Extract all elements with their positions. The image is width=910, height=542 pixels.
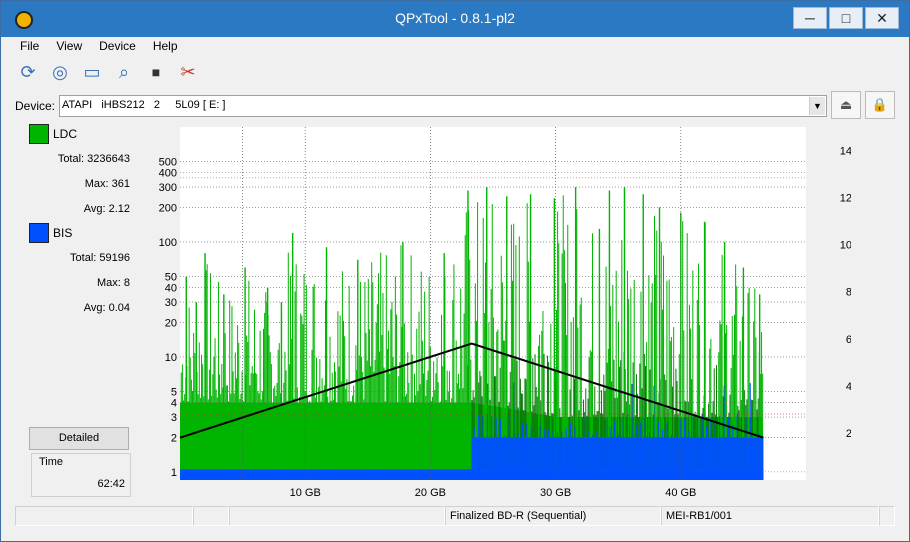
y-left-tick-label: 500 — [159, 157, 177, 169]
disc-type-status: Finalized BD-R (Sequential) — [445, 506, 661, 526]
y-left-tick-label: 30 — [165, 297, 177, 309]
stop-icon[interactable]: ■ — [151, 64, 161, 80]
maximize-button[interactable]: □ — [829, 7, 863, 29]
y-left-tick-label: 10 — [165, 352, 177, 364]
ldc-avg: Avg: 2.12 — [83, 203, 130, 215]
app-logo-icon — [15, 11, 33, 29]
menu-help[interactable]: Help — [152, 39, 178, 53]
close-button[interactable]: ✕ — [865, 7, 899, 29]
x-tick-label: 30 GB — [540, 487, 571, 499]
y-right-tick-label: 6 — [846, 334, 851, 346]
time-value: 62:42 — [97, 478, 125, 490]
menu-bar: File View Device Help — [9, 37, 184, 57]
status-cell-6 — [879, 506, 895, 526]
y-left-tick-label: 1 — [171, 467, 177, 479]
scan-icon[interactable]: ⌕ — [118, 61, 130, 82]
y-right-tick-label: 8 — [846, 287, 851, 299]
refresh-icon[interactable]: ⟳ — [20, 61, 36, 82]
ldc-max: Max: 361 — [84, 178, 130, 190]
y-left-tick-label: 40 — [165, 283, 177, 295]
ldc-label: LDC — [53, 127, 78, 141]
detailed-button[interactable]: Detailed — [29, 427, 129, 450]
y-right-tick-label: 12 — [840, 193, 851, 205]
y-right-tick-label: 14 — [840, 146, 851, 158]
time-box: Time 62:42 — [31, 453, 131, 497]
bis-max: Max: 8 — [96, 277, 130, 289]
lock-button[interactable]: 🔒 — [865, 91, 895, 119]
menu-device[interactable]: Device — [99, 39, 136, 53]
ldc-total: Total: 3236643 — [57, 153, 130, 165]
x-tick-label: 10 GB — [290, 487, 321, 499]
status-cell-1 — [15, 506, 193, 526]
x-tick-label: 40 GB — [665, 487, 696, 499]
tools-icon[interactable]: ✂ — [180, 61, 196, 82]
minimize-button[interactable]: ─ — [793, 7, 827, 29]
media-id-status: MEI-RB1/001 — [661, 506, 879, 526]
y-left-tick-label: 50 — [165, 272, 177, 284]
x-tick-label: 20 GB — [415, 487, 446, 499]
status-cell-2 — [193, 506, 229, 526]
bis-avg: Avg: 0.04 — [83, 302, 130, 314]
device-select[interactable]: ATAPI iHBS212 2 5L09 [ E: ] ▼ — [59, 95, 827, 117]
y-left-tick-label: 200 — [159, 202, 177, 214]
chevron-down-icon[interactable]: ▼ — [809, 97, 825, 115]
bis-swatch — [29, 223, 49, 243]
eject-button[interactable]: ⏏ — [831, 91, 861, 119]
toolbar: ⟳ ◎ ▭ ⌕ ■ ✂ — [15, 59, 201, 89]
y-right-tick-label: 4 — [846, 381, 851, 393]
y-left-tick-label: 20 — [165, 317, 177, 329]
bis-floor — [180, 469, 764, 480]
stats-panel: LDC Total: 3236643 Max: 361 Avg: 2.12 BI… — [15, 121, 135, 501]
disc-icon[interactable]: ◎ — [52, 61, 68, 82]
ldc-legend: LDC — [29, 123, 77, 145]
device-value: ATAPI iHBS212 2 5L09 [ E: ] — [62, 99, 226, 111]
y-left-tick-label: 100 — [159, 237, 177, 249]
bis-label: BIS — [53, 226, 73, 240]
y-left-tick-label: 3 — [171, 412, 177, 424]
bis-legend: BIS — [29, 222, 72, 244]
device-label: Device: — [15, 99, 56, 113]
scan-chart: 1234510203040501002003004005002468101214… — [159, 127, 851, 499]
y-right-tick-label: 2 — [846, 428, 851, 440]
device-row: Device: ATAPI iHBS212 2 5L09 [ E: ] ▼ ⏏ … — [15, 91, 895, 119]
y-left-tick-label: 5 — [171, 387, 177, 399]
status-cell-3 — [229, 506, 445, 526]
y-left-tick-label: 4 — [171, 398, 177, 410]
time-label: Time — [39, 456, 64, 468]
drive-icon[interactable]: ▭ — [83, 61, 101, 82]
speed-line — [179, 342, 764, 439]
ldc-swatch — [29, 124, 49, 144]
y-left-tick-label: 400 — [159, 168, 177, 180]
title-bar: QPxTool - 0.8.1-pl2 ─ □ ✕ — [1, 1, 909, 37]
menu-file[interactable]: File — [20, 39, 40, 53]
bis-area — [180, 417, 764, 480]
y-right-tick-label: 10 — [840, 240, 851, 252]
status-bar: Finalized BD-R (Sequential) MEI-RB1/001 — [15, 506, 895, 526]
bis-total: Total: 59196 — [70, 252, 130, 264]
y-left-tick-label: 2 — [171, 432, 177, 444]
menu-view[interactable]: View — [56, 39, 83, 53]
y-left-tick-label: 300 — [159, 182, 177, 194]
window-title: QPxTool - 0.8.1-pl2 — [395, 10, 515, 26]
